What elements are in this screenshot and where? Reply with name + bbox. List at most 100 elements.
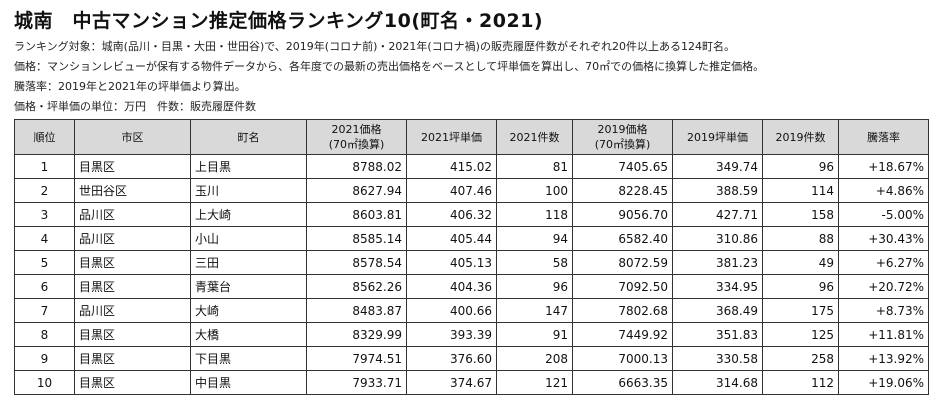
- cell-2021-count: 208: [496, 346, 573, 371]
- cell-2019-count: 114: [762, 178, 839, 203]
- cell-2021-tsubo: 407.46: [406, 178, 497, 203]
- table-header-row: 順位 市区 町名 2021価格 (70㎡換算) 2021坪単価 2021件数 20…: [14, 119, 929, 155]
- cell-2021-price: 8788.02: [306, 154, 407, 179]
- cell-2021-price: 8329.99: [306, 322, 407, 347]
- cell-ward: 品川区: [74, 226, 191, 251]
- header-2021-price-label: 2021価格: [331, 123, 382, 136]
- cell-2021-tsubo: 400.66: [406, 298, 497, 323]
- cell-change-rate: +13.92%: [838, 346, 929, 371]
- header-2019-price-label: 2019価格: [597, 123, 648, 136]
- header-2021-count: 2021件数: [496, 119, 573, 155]
- table-row: 6 目黒区 青葉台 8562.26 404.36 96 7092.50 334.95 96 +20…: [14, 274, 929, 299]
- cell-2021-count: 121: [496, 370, 573, 395]
- cell-change-rate: -5.00%: [838, 202, 929, 227]
- header-2021-price-sub: (70㎡換算): [328, 138, 385, 151]
- cell-2021-price: 8585.14: [306, 226, 407, 251]
- cell-rank: 1: [14, 154, 75, 179]
- cell-2019-tsubo: 351.83: [672, 322, 763, 347]
- cell-2019-price: 7405.65: [572, 154, 673, 179]
- cell-2019-price: 7802.68: [572, 298, 673, 323]
- cell-2021-tsubo: 405.44: [406, 226, 497, 251]
- cell-ward: 目黒区: [74, 370, 191, 395]
- cell-2021-tsubo: 415.02: [406, 154, 497, 179]
- header-change-rate: 騰落率: [838, 119, 929, 155]
- cell-2019-price: 6582.40: [572, 226, 673, 251]
- cell-ward: 目黒区: [74, 346, 191, 371]
- header-rank: 順位: [14, 119, 75, 155]
- cell-town: 青葉台: [190, 274, 307, 299]
- cell-ward: 目黒区: [74, 322, 191, 347]
- cell-town: 小山: [190, 226, 307, 251]
- table-row: 5 目黒区 三田 8578.54 405.13 58 8072.59 381.23 49 +6.2…: [14, 250, 929, 275]
- note-change-rate: 騰落率：2019年と2021年の坪単価より算出。: [14, 80, 246, 93]
- table-row: 7 品川区 大崎 8483.87 400.66 147 7802.68 368.49 175 +8…: [14, 298, 929, 323]
- cell-rank: 5: [14, 250, 75, 275]
- cell-2019-tsubo: 330.58: [672, 346, 763, 371]
- cell-2021-tsubo: 406.32: [406, 202, 497, 227]
- cell-2019-price: 6663.35: [572, 370, 673, 395]
- cell-2021-count: 81: [496, 154, 573, 179]
- cell-2019-tsubo: 334.95: [672, 274, 763, 299]
- header-2019-tsubo: 2019坪単価: [672, 119, 763, 155]
- cell-2021-price: 8483.87: [306, 298, 407, 323]
- table-row: 3 品川区 上大崎 8603.81 406.32 118 9056.70 427.71 158-…: [14, 202, 929, 227]
- table-row: 10 目黒区 中目黒 7933.71 374.67 121 6663.35 314.68 112…: [14, 370, 929, 395]
- ranking-table: 順位 市区 町名 2021価格 (70㎡換算) 2021坪単価 2021件数 20…: [14, 119, 929, 395]
- cell-2021-count: 91: [496, 322, 573, 347]
- cell-change-rate: +11.81%: [838, 322, 929, 347]
- cell-2019-count: 88: [762, 226, 839, 251]
- cell-change-rate: +20.72%: [838, 274, 929, 299]
- cell-rank: 8: [14, 322, 75, 347]
- cell-2021-tsubo: 393.39: [406, 322, 497, 347]
- cell-2021-count: 118: [496, 202, 573, 227]
- cell-2019-tsubo: 310.86: [672, 226, 763, 251]
- cell-2019-price: 9056.70: [572, 202, 673, 227]
- cell-2021-price: 7933.71: [306, 370, 407, 395]
- cell-town: 中目黒: [190, 370, 307, 395]
- table-row: 9 目黒区 下目黒 7974.51 376.60 208 7000.13 330.58 258 +…: [14, 346, 929, 371]
- header-2019-price: 2019価格 (70㎡換算): [572, 119, 673, 155]
- cell-2021-tsubo: 404.36: [406, 274, 497, 299]
- cell-2021-count: 94: [496, 226, 573, 251]
- cell-change-rate: +4.86%: [838, 178, 929, 203]
- cell-rank: 9: [14, 346, 75, 371]
- note-units: 価格・坪単価の単位：万円 件数：販売履歴件数: [14, 100, 256, 113]
- table-row: 2 世田谷区 玉川 8627.94 407.46 100 8228.45 388.59 114 +…: [14, 178, 929, 203]
- cell-2019-tsubo: 349.74: [672, 154, 763, 179]
- cell-2019-tsubo: 427.71: [672, 202, 763, 227]
- cell-town: 玉川: [190, 178, 307, 203]
- cell-2021-tsubo: 376.60: [406, 346, 497, 371]
- cell-2021-price: 8627.94: [306, 178, 407, 203]
- cell-ward: 目黒区: [74, 250, 191, 275]
- cell-2021-price: 7974.51: [306, 346, 407, 371]
- cell-rank: 3: [14, 202, 75, 227]
- cell-2019-count: 49: [762, 250, 839, 275]
- cell-2019-tsubo: 314.68: [672, 370, 763, 395]
- cell-town: 下目黒: [190, 346, 307, 371]
- cell-2019-count: 125: [762, 322, 839, 347]
- cell-2019-count: 158: [762, 202, 839, 227]
- note-price: 価格：マンションレビューが保有する物件データから、各年度での最新の売出価格をベー…: [14, 60, 765, 73]
- cell-change-rate: +19.06%: [838, 370, 929, 395]
- cell-town: 大崎: [190, 298, 307, 323]
- cell-rank: 6: [14, 274, 75, 299]
- cell-2021-count: 147: [496, 298, 573, 323]
- cell-rank: 10: [14, 370, 75, 395]
- cell-change-rate: +30.43%: [838, 226, 929, 251]
- cell-2019-count: 112: [762, 370, 839, 395]
- note-target: ランキング対象：城南(品川・目黒・大田・世田谷)で、2019年(コロナ前)・20…: [14, 40, 735, 53]
- table-row: 1 目黒区 上目黒 8788.02 415.02 81 7405.65 349.74 96 +18…: [14, 154, 929, 179]
- cell-2019-tsubo: 381.23: [672, 250, 763, 275]
- cell-ward: 品川区: [74, 202, 191, 227]
- cell-2019-price: 7000.13: [572, 346, 673, 371]
- cell-2019-price: 7092.50: [572, 274, 673, 299]
- cell-2019-count: 258: [762, 346, 839, 371]
- cell-2019-count: 96: [762, 274, 839, 299]
- header-2021-tsubo: 2021坪単価: [406, 119, 497, 155]
- header-2021-price: 2021価格 (70㎡換算): [306, 119, 407, 155]
- cell-2021-tsubo: 374.67: [406, 370, 497, 395]
- cell-2019-tsubo: 368.49: [672, 298, 763, 323]
- cell-town: 大橋: [190, 322, 307, 347]
- header-ward: 市区: [74, 119, 191, 155]
- cell-2019-count: 175: [762, 298, 839, 323]
